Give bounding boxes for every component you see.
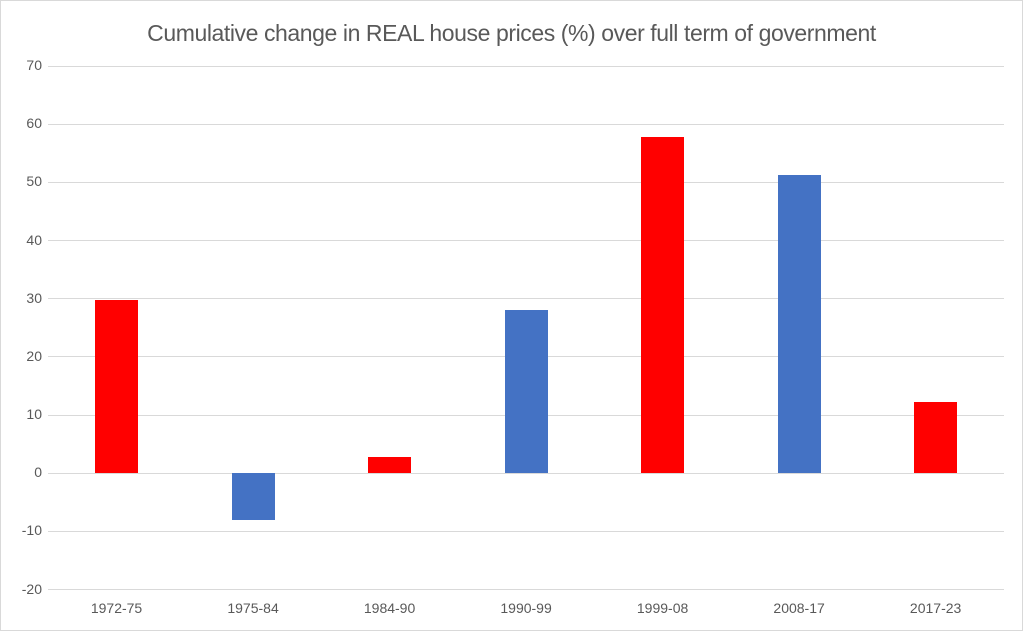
y-axis-tick-label: 0 <box>34 464 42 481</box>
bar-1972-75 <box>95 300 139 474</box>
gridline <box>48 181 1004 183</box>
gridline <box>48 589 1004 591</box>
y-axis-tick-label: 30 <box>26 289 42 306</box>
y-axis-tick-label: -10 <box>21 522 42 539</box>
gridline <box>48 298 1004 300</box>
chart-title: Cumulative change in REAL house prices (… <box>147 20 876 46</box>
x-axis-tick-label: 1975-84 <box>227 600 279 616</box>
bar-1984-90 <box>368 456 412 474</box>
x-axis-tick-label: 1990-99 <box>500 600 552 616</box>
y-axis-tick-label: -20 <box>21 580 42 597</box>
y-axis-tick-label: 70 <box>26 57 42 73</box>
y-axis-tick-label: 10 <box>26 406 42 423</box>
x-axis-tick-label: 1984-90 <box>363 600 416 616</box>
gridline <box>48 530 1004 532</box>
bar-1990-99 <box>504 310 548 474</box>
gridline <box>48 123 1004 125</box>
gridline <box>48 65 1004 67</box>
y-axis-tick-label: 50 <box>26 173 42 190</box>
gridline <box>48 240 1004 242</box>
bar-1999-08 <box>641 136 685 474</box>
x-axis-tick-label: 2008-17 <box>773 600 825 616</box>
bar-2008-17 <box>777 174 821 474</box>
bar-1975-84 <box>231 473 275 521</box>
x-axis-tick-label: 2017-23 <box>909 600 962 616</box>
y-axis-tick-label: 60 <box>26 115 42 132</box>
bar-2017-23 <box>914 402 958 474</box>
y-axis-tick-label: 40 <box>26 231 42 248</box>
x-axis-tick-label: 1999-08 <box>636 600 689 616</box>
gridline <box>48 472 1004 474</box>
y-axis-tick-label: 20 <box>26 347 42 364</box>
x-axis-tick-label: 1972-75 <box>90 600 143 616</box>
